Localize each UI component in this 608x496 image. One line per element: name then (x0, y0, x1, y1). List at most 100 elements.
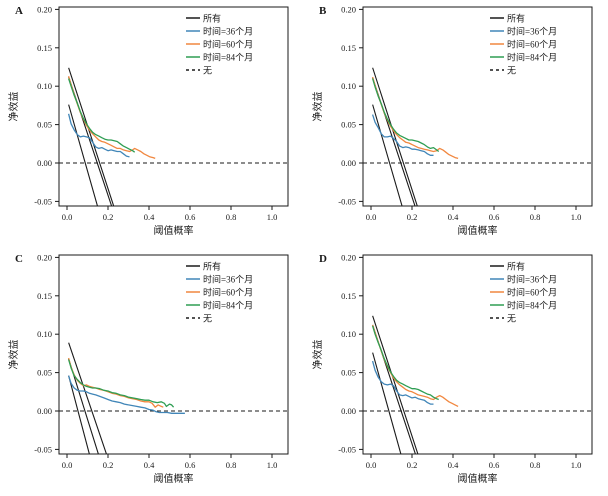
legend-label: 所有 (203, 261, 221, 272)
dca-plot-b: 0.0 0.2 0.4 0.6 0.8 1.0 0.20 0.15 0.10 0.05 0.00 -0… (311, 4, 593, 237)
x-tick-label: 1.0 (571, 212, 582, 222)
legend-label: 时间=84个月 (507, 300, 557, 311)
treat-all-line (68, 67, 115, 206)
legend-label: 时间=60个月 (507, 287, 557, 298)
x-tick-label: 0.6 (185, 212, 196, 222)
treat-all-line (68, 375, 90, 454)
treat-all-line (372, 352, 402, 454)
y-tick-label: 0.10 (341, 329, 356, 339)
y-tick-label: 0.20 (37, 252, 52, 262)
x-axis-title: 阈值概率 (154, 224, 194, 237)
plot-frame (58, 6, 289, 207)
x-tick-label: 0.8 (530, 460, 541, 470)
legend-label: 时间=60个月 (203, 39, 253, 50)
dca-plot-a: 0.0 0.2 0.4 0.6 0.8 1.0 0.20 0.15 0.10 0.05 0.00 -0… (7, 4, 289, 237)
y-axis-title: 净效益 (311, 340, 324, 370)
x-axis-title: 阈值概率 (154, 472, 194, 485)
x-tick-label: 0.6 (489, 212, 500, 222)
x-tick-label: 0.2 (407, 460, 418, 470)
y-tick-label: -0.05 (338, 444, 356, 454)
treat-all-line (372, 315, 419, 454)
x-tick-label: 0.8 (226, 460, 237, 470)
panel-a-label: A (15, 5, 23, 17)
dca-plot-d: 0.0 0.2 0.4 0.6 0.8 1.0 0.20 0.15 0.10 0.05 0.00 -0… (311, 252, 593, 485)
legend-label: 时间=36个月 (203, 26, 253, 37)
y-tick-label: 0.05 (37, 368, 52, 378)
legend-label: 时间=36个月 (203, 274, 253, 285)
series-curve-2 (67, 78, 136, 153)
legend-label: 时间=84个月 (203, 52, 253, 63)
x-tick-label: 0.4 (144, 460, 155, 470)
series-curve-0 (67, 113, 130, 158)
panel-c-label: C (15, 253, 23, 265)
legend-label: 无 (507, 66, 516, 76)
treat-all-line (372, 104, 403, 206)
plot-frame (362, 254, 593, 455)
x-tick-label: 1.0 (267, 460, 278, 470)
x-axis-title: 阈值概率 (458, 472, 498, 485)
panel-d-label: D (319, 253, 327, 265)
x-tick-label: 1.0 (267, 212, 278, 222)
x-tick-label: 0.4 (448, 212, 459, 222)
y-tick-label: 0.10 (341, 81, 356, 91)
y-tick-label: 0.00 (37, 158, 52, 168)
y-tick-label: 0.15 (341, 291, 356, 301)
x-tick-label: 0.4 (448, 460, 459, 470)
y-axis-title: 净效益 (311, 92, 324, 122)
x-tick-label: 0.0 (366, 212, 377, 222)
series-curve-2 (371, 78, 440, 153)
x-axis-title: 阈值概率 (458, 224, 498, 237)
series-curve-2 (67, 359, 175, 408)
treat-all-line (68, 104, 99, 206)
treat-all-line (68, 342, 108, 454)
legend-label: 时间=84个月 (507, 52, 557, 63)
series-curve-2 (371, 325, 439, 401)
y-tick-label: 0.05 (37, 120, 52, 130)
series-curve-1 (371, 324, 459, 407)
plot-frame (362, 6, 593, 207)
panel-d: D 0.0 0.2 0.4 0.6 0.8 1.0 0.20 0.15 0.10 0.05 0.00… (304, 248, 608, 496)
y-tick-label: 0.00 (37, 406, 52, 416)
y-axis-title: 净效益 (7, 340, 20, 370)
plot-frame (58, 254, 289, 455)
y-tick-label: -0.05 (338, 196, 356, 206)
dca-plot-c: 0.0 0.2 0.4 0.6 0.8 1.0 0.20 0.15 0.10 0.05 0.00 -0… (7, 252, 289, 485)
legend-label: 时间=36个月 (507, 26, 557, 37)
y-tick-label: 0.20 (37, 4, 52, 14)
y-tick-label: 0.10 (37, 81, 52, 91)
y-tick-label: 0.20 (341, 4, 356, 14)
y-tick-label: 0.15 (37, 43, 52, 53)
y-tick-label: -0.05 (34, 196, 52, 206)
x-tick-label: 0.2 (103, 460, 114, 470)
x-tick-label: 0.2 (103, 212, 114, 222)
series-curve-0 (67, 375, 185, 414)
x-tick-label: 0.0 (366, 460, 377, 470)
legend-label: 无 (507, 314, 516, 324)
series-curve-0 (371, 114, 434, 156)
legend-label: 所有 (203, 13, 221, 24)
legend-label: 无 (203, 314, 212, 324)
legend-label: 时间=60个月 (507, 39, 557, 50)
panel-b-label: B (319, 5, 327, 17)
legend-label: 时间=84个月 (203, 300, 253, 311)
y-tick-label: 0.20 (341, 252, 356, 262)
x-tick-label: 0.8 (530, 212, 541, 222)
y-tick-label: 0.00 (341, 158, 356, 168)
x-tick-label: 0.2 (407, 212, 418, 222)
y-tick-label: 0.05 (341, 120, 356, 130)
y-tick-label: 0.05 (341, 368, 356, 378)
x-tick-label: 0.6 (185, 460, 196, 470)
panel-a: A 0.0 0.2 0.4 0.6 0.8 1.0 0.20 0.15 0.10 0.05 0.00… (0, 0, 304, 248)
x-tick-label: 0.6 (489, 460, 500, 470)
x-tick-label: 0.8 (226, 212, 237, 222)
y-tick-label: 0.15 (341, 43, 356, 53)
series-curve-0 (371, 360, 434, 405)
legend-label: 所有 (507, 13, 525, 24)
y-tick-label: 0.10 (37, 329, 52, 339)
x-tick-label: 1.0 (571, 460, 582, 470)
panel-b: B 0.0 0.2 0.4 0.6 0.8 1.0 0.20 0.15 0.10 0.05 0.00… (304, 0, 608, 248)
legend-label: 时间=36个月 (507, 274, 557, 285)
y-tick-label: 0.00 (341, 406, 356, 416)
x-tick-label: 0.4 (144, 212, 155, 222)
